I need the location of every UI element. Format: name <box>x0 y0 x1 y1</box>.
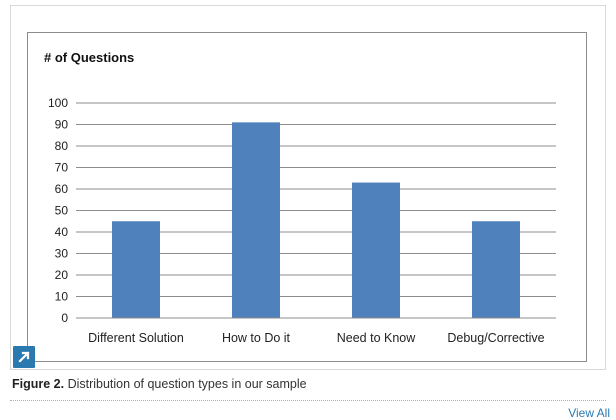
expand-figure-button[interactable] <box>13 346 35 368</box>
divider <box>10 400 606 401</box>
y-tick-label: 70 <box>55 161 69 175</box>
bar <box>352 182 400 318</box>
bar <box>472 221 520 318</box>
y-tick-label: 10 <box>55 290 69 304</box>
x-tick-labels: Different Solution How to Do it Need to Kn… <box>88 331 545 345</box>
x-tick-label: How to Do it <box>222 331 291 345</box>
bar <box>232 122 280 318</box>
chart-area: 0 10 20 30 40 50 60 70 80 90 100 Different Solutio… <box>27 32 587 362</box>
y-tick-label: 20 <box>55 268 69 282</box>
figure-caption-label: Figure 2. <box>12 377 65 391</box>
bar <box>112 221 160 318</box>
x-tick-label: Different Solution <box>88 331 184 345</box>
bars <box>112 122 520 318</box>
x-tick-label: Need to Know <box>337 331 416 345</box>
y-tick-labels: 0 10 20 30 40 50 60 70 80 90 100 <box>48 96 68 325</box>
figure-caption: Figure 2. Distribution of question types… <box>12 377 307 391</box>
y-tick-label: 30 <box>55 247 69 261</box>
y-tick-label: 0 <box>61 311 68 325</box>
expand-arrow-icon <box>18 351 30 363</box>
figure-frame: 0 10 20 30 40 50 60 70 80 90 100 Different Solutio… <box>10 5 606 370</box>
view-all-link[interactable]: View All <box>568 406 610 420</box>
y-tick-label: 80 <box>55 139 69 153</box>
bar-chart: 0 10 20 30 40 50 60 70 80 90 100 Different Solutio… <box>44 50 556 345</box>
y-tick-label: 90 <box>55 118 69 132</box>
y-tick-label: 40 <box>55 225 69 239</box>
y-tick-label: 60 <box>55 182 69 196</box>
x-tick-label: Debug/Corrective <box>447 331 544 345</box>
y-tick-label: 50 <box>55 204 69 218</box>
chart-title: # of Questions <box>44 50 134 65</box>
y-tick-label: 100 <box>48 96 68 110</box>
figure-caption-text: Distribution of question types in our sa… <box>64 377 307 391</box>
